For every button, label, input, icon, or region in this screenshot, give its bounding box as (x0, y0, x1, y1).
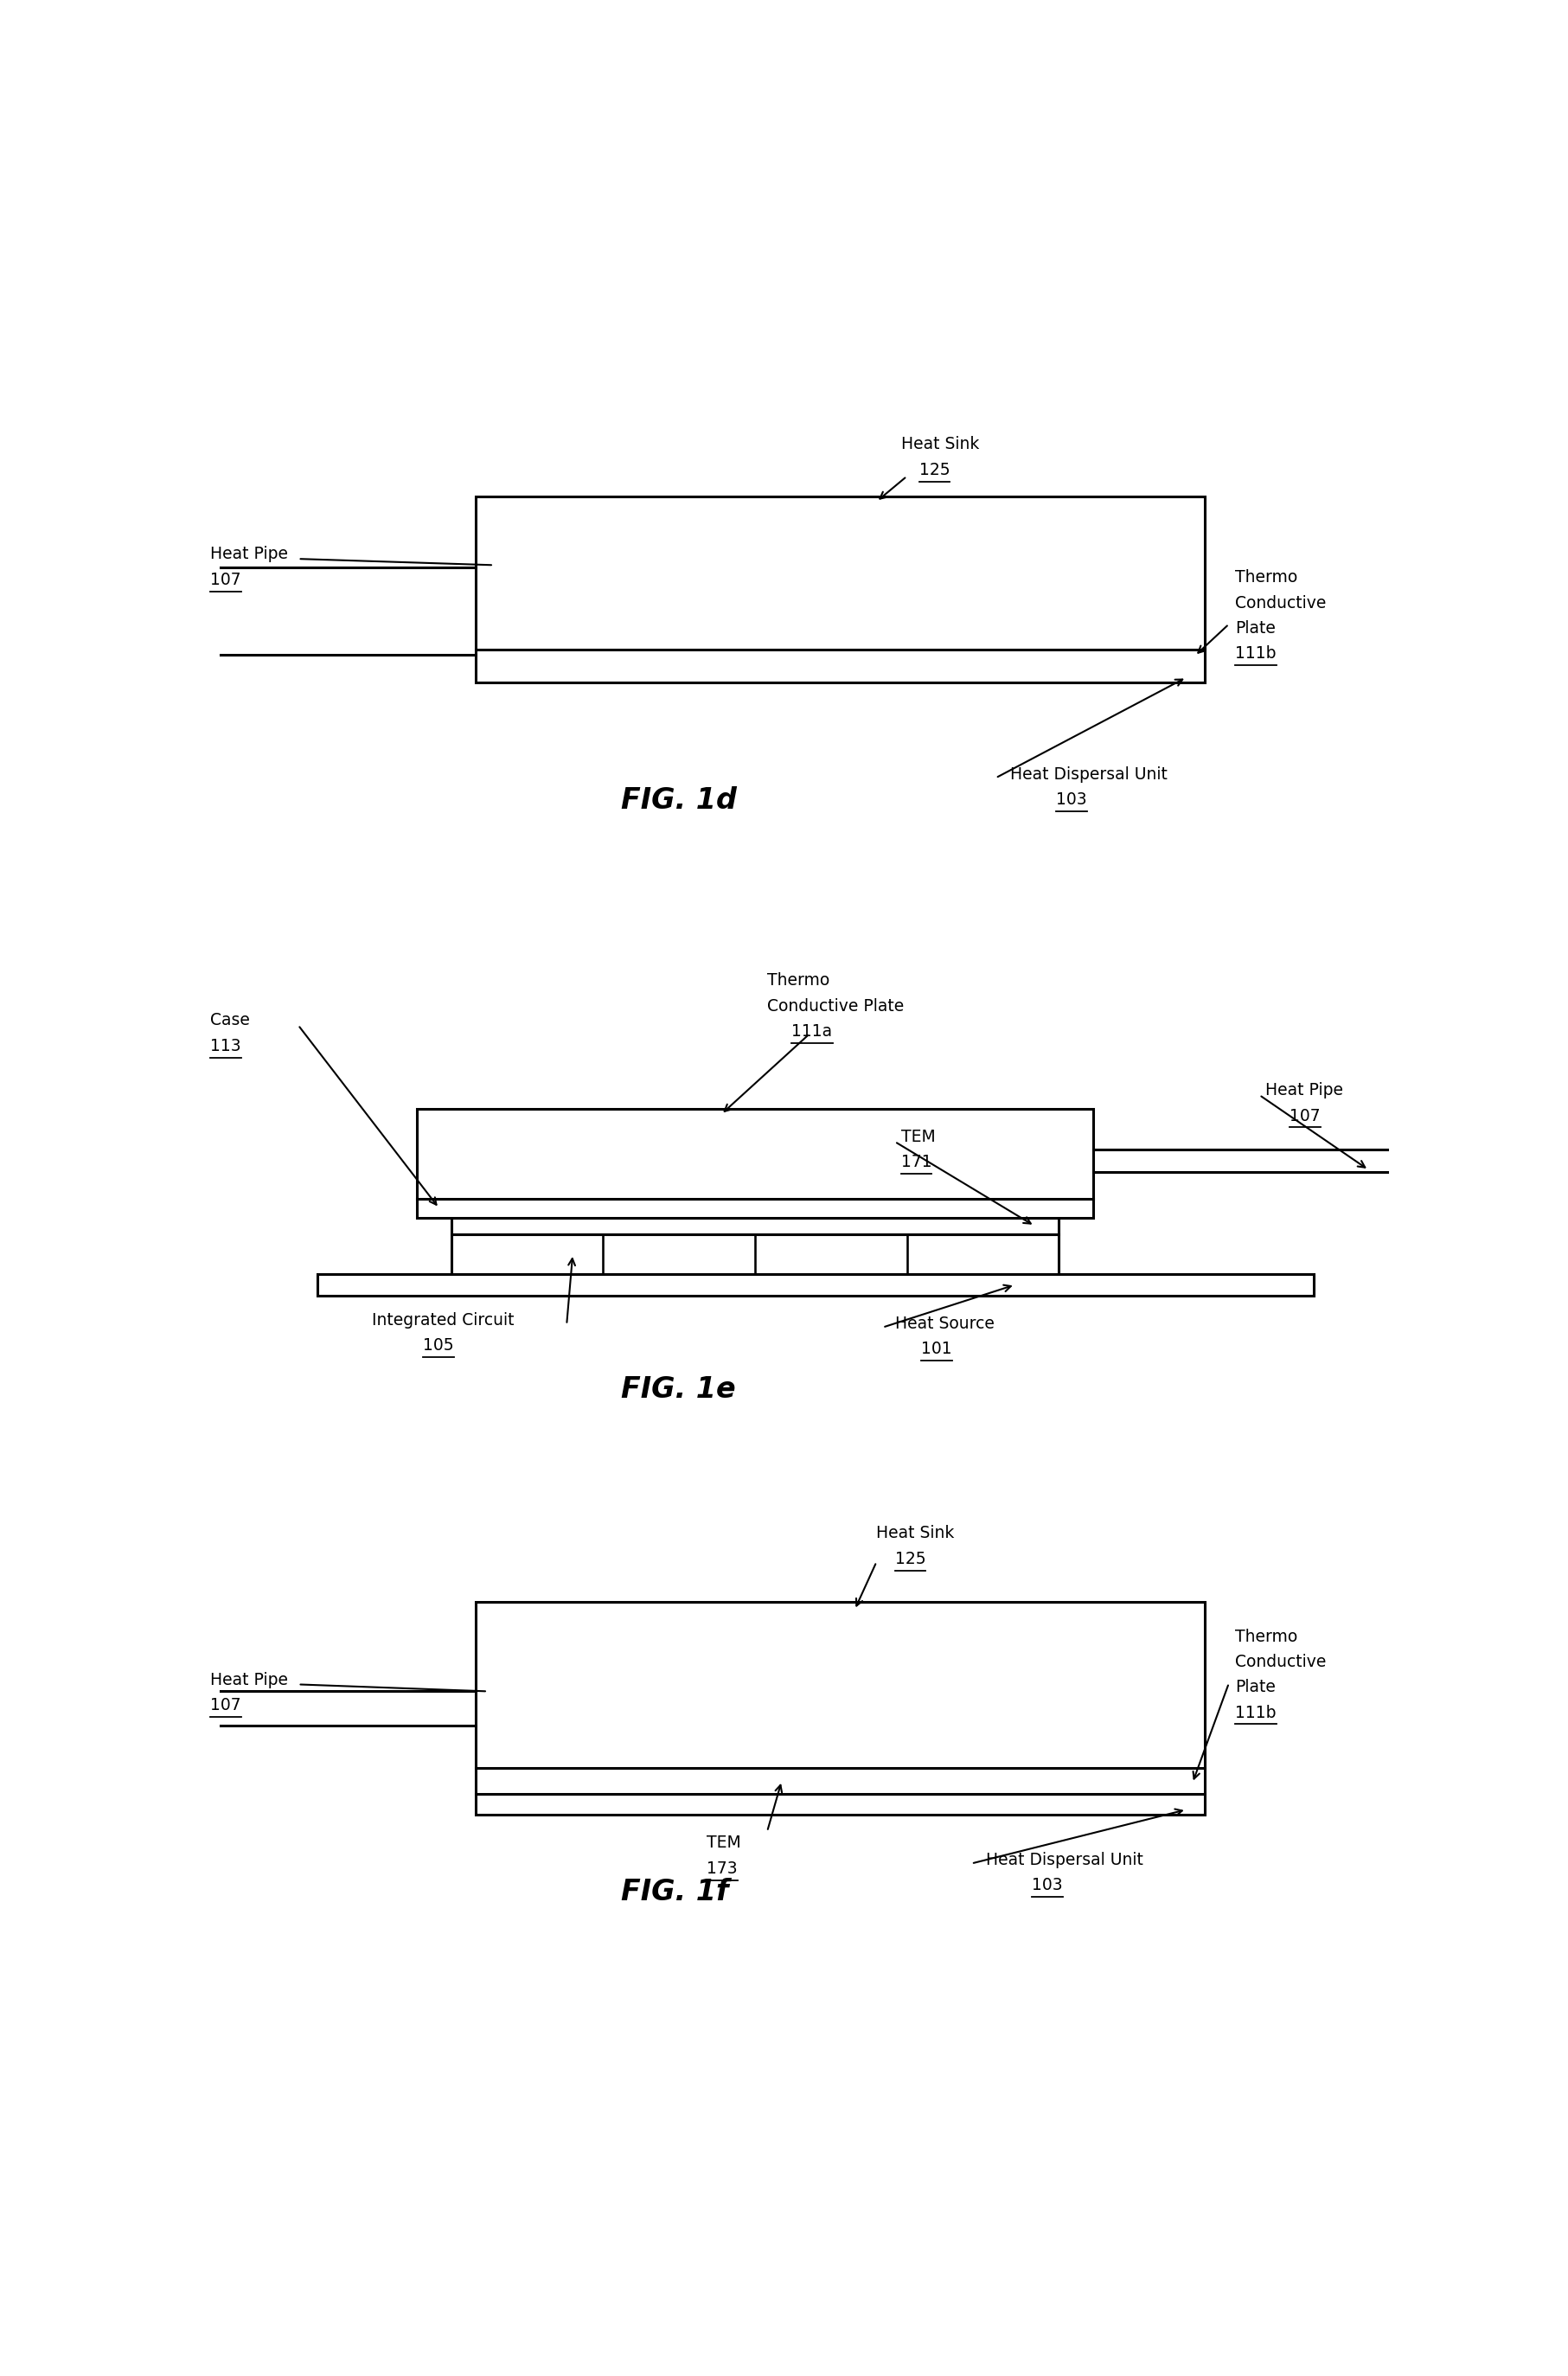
Text: 111b: 111b (1236, 646, 1276, 663)
Text: 107: 107 (210, 573, 241, 587)
Bar (318, 1274, 1314, 1295)
Text: Conductive Plate: Conductive Plate (767, 998, 905, 1015)
Text: Plate: Plate (1236, 620, 1275, 637)
Text: 111b: 111b (1236, 1704, 1276, 1720)
Text: Thermo: Thermo (767, 972, 829, 988)
Text: Plate: Plate (1236, 1680, 1275, 1696)
Text: 105: 105 (423, 1338, 455, 1354)
Text: Conductive: Conductive (1236, 594, 1327, 611)
Text: Heat Source: Heat Source (895, 1316, 994, 1333)
Bar (452, 1233, 1058, 1274)
Bar (475, 1601, 1204, 1815)
Text: 111a: 111a (792, 1024, 833, 1038)
Text: FIG. 1f: FIG. 1f (621, 1877, 729, 1908)
Text: 103: 103 (1032, 1877, 1063, 1894)
Text: 125: 125 (895, 1552, 925, 1566)
Text: 113: 113 (210, 1038, 241, 1055)
Text: Heat Pipe: Heat Pipe (210, 1673, 289, 1689)
Text: 107: 107 (1290, 1107, 1320, 1124)
Text: TEM: TEM (707, 1834, 740, 1851)
Text: 171: 171 (902, 1155, 931, 1171)
Text: 125: 125 (919, 461, 950, 478)
Text: Heat Pipe: Heat Pipe (210, 546, 289, 563)
Bar (452, 1217, 1058, 1233)
Text: Thermo: Thermo (1236, 1628, 1297, 1644)
Text: Heat Sink: Heat Sink (877, 1525, 955, 1542)
Text: FIG. 1d: FIG. 1d (621, 786, 737, 815)
Bar (417, 1200, 1093, 1217)
Text: FIG. 1e: FIG. 1e (621, 1376, 735, 1404)
Text: 107: 107 (210, 1696, 241, 1713)
Bar (417, 1110, 1093, 1200)
Text: Heat Dispersal Unit: Heat Dispersal Unit (1010, 765, 1168, 782)
Text: 103: 103 (1057, 791, 1087, 808)
Text: Case: Case (210, 1012, 251, 1029)
Text: TEM: TEM (902, 1129, 935, 1145)
Bar (475, 497, 1204, 682)
Text: Heat Dispersal Unit: Heat Dispersal Unit (986, 1851, 1143, 1868)
Text: Conductive: Conductive (1236, 1654, 1327, 1670)
Text: 173: 173 (707, 1860, 737, 1877)
Text: Heat Pipe: Heat Pipe (1265, 1083, 1344, 1098)
Text: Heat Sink: Heat Sink (902, 437, 978, 454)
Text: 101: 101 (922, 1340, 952, 1357)
Text: Thermo: Thermo (1236, 570, 1297, 587)
Text: Integrated Circuit: Integrated Circuit (372, 1312, 514, 1328)
